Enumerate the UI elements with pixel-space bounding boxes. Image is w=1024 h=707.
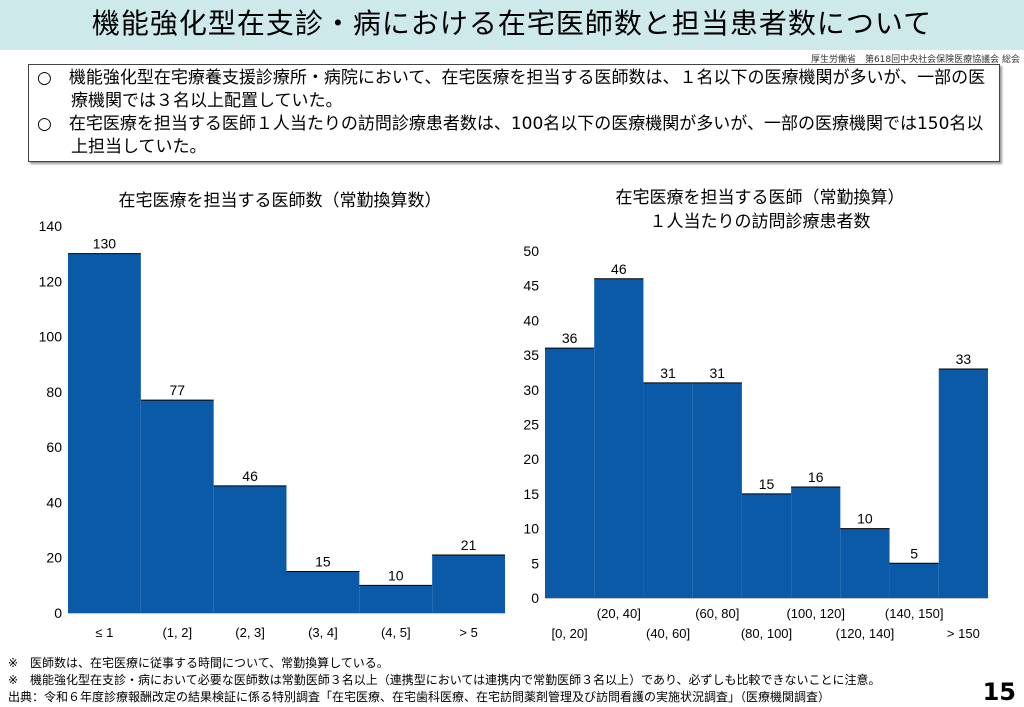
data-label: 10: [388, 567, 404, 583]
bar: [692, 382, 742, 598]
y-tick-label: 20: [46, 550, 62, 566]
data-label: 33: [956, 351, 972, 367]
x-tick-label: (60, 80]: [695, 606, 739, 621]
x-tick-label: (1, 2]: [162, 625, 192, 640]
chart2-title: 在宅医療を担当する医師（常勤換算） １人当たりの訪問診療患者数: [520, 186, 1000, 234]
bar: [286, 571, 360, 613]
y-tick-label: 0: [54, 605, 62, 621]
data-label: 36: [562, 330, 578, 346]
x-tick-label: ≤ 1: [95, 625, 113, 640]
y-tick-label: 15: [523, 486, 539, 502]
data-label: 46: [242, 468, 258, 484]
y-tick-label: 20: [523, 451, 539, 467]
y-tick-label: 80: [46, 384, 62, 400]
data-label: 31: [709, 365, 725, 381]
x-tick-label: > 5: [459, 625, 477, 640]
y-tick-label: 50: [523, 243, 539, 259]
data-label: 15: [759, 476, 775, 492]
data-label: 31: [660, 365, 676, 381]
y-tick-label: 40: [523, 312, 539, 328]
data-label: 5: [910, 545, 918, 561]
y-tick-label: 45: [523, 278, 539, 294]
x-tick-label: (4, 5]: [381, 625, 411, 640]
bar: [791, 486, 841, 598]
y-tick-label: 0: [531, 590, 539, 606]
bar: [68, 253, 141, 613]
x-tick-label: (2, 3]: [235, 625, 265, 640]
bar: [741, 493, 792, 598]
y-tick-label: 5: [531, 555, 539, 571]
page-number: 15: [982, 678, 1016, 706]
x-tick-label: (80, 100]: [741, 626, 792, 641]
y-tick-label: 60: [46, 439, 62, 455]
data-label: 10: [857, 511, 873, 527]
bar: [889, 563, 939, 598]
summary-line: ○ 機能強化型在宅療養支援診療所・病院において、在宅医療を担当する医師数は、１名…: [37, 68, 986, 111]
y-tick-label: 30: [523, 382, 539, 398]
bar: [213, 485, 287, 613]
bar: [359, 585, 433, 613]
y-tick-label: 25: [523, 417, 539, 433]
data-label: 77: [169, 382, 185, 398]
y-tick-label: 10: [523, 521, 539, 537]
y-tick-label: 140: [39, 218, 63, 234]
source-label: 厚生労働省 第618回中央社会保険医療協議会 総会: [810, 55, 1020, 65]
slide-title: 機能強化型在支診・病における在宅医師数と担当患者数について: [0, 0, 1024, 50]
summary-line: ○ 在宅医療を担当する医師１人当たりの訪問診療患者数は、100名以下の医療機関が…: [37, 114, 984, 157]
y-tick-label: 40: [46, 494, 62, 510]
x-tick-label: (100, 120]: [786, 606, 845, 621]
x-tick-label: [0, 20]: [552, 626, 588, 641]
chart2-title-line1: 在宅医療を担当する医師（常勤換算）: [615, 188, 905, 208]
x-tick-label: (20, 40]: [597, 606, 641, 621]
chart2-title-line2: １人当たりの訪問診療患者数: [649, 212, 871, 232]
y-tick-label: 100: [39, 329, 63, 345]
x-tick-label: (140, 150]: [885, 606, 944, 621]
note-1: ※ 医師数は、在宅医療に従事する時間について、常勤換算している。: [8, 656, 389, 670]
x-tick-label: (3, 4]: [308, 625, 338, 640]
y-tick-label: 35: [523, 347, 539, 363]
x-tick-label: > 150: [947, 626, 980, 641]
data-label: 16: [808, 469, 824, 485]
bar: [432, 554, 505, 613]
bar: [643, 382, 693, 598]
bar: [140, 400, 214, 613]
x-tick-label: (40, 60]: [646, 626, 690, 641]
summary-box: ○ 機能強化型在宅療養支援診療所・病院において、在宅医療を担当する医師数は、１名…: [28, 64, 1000, 162]
bar: [545, 348, 595, 598]
bar: [594, 278, 644, 598]
data-label: 21: [461, 537, 477, 553]
y-tick-label: 120: [39, 273, 63, 289]
note-2: ※ 機能強化型在支診・病において必要な医師数は常勤医師３名以上（連携型においては…: [8, 673, 881, 687]
bar: [938, 368, 988, 598]
bar: [840, 528, 890, 598]
data-label: 130: [93, 236, 117, 252]
source-note: 出典：令和６年度診療報酬改定の結果検証に係る特別調査「在宅医療、在宅歯科医療、在…: [8, 690, 831, 704]
data-label: 46: [611, 261, 627, 277]
data-label: 15: [315, 554, 331, 570]
x-tick-label: (120, 140]: [836, 626, 895, 641]
chart1-title: 在宅医療を担当する医師数（常勤換算数）: [118, 191, 442, 211]
